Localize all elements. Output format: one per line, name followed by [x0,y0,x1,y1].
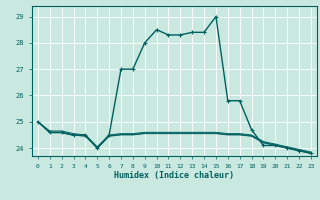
X-axis label: Humidex (Indice chaleur): Humidex (Indice chaleur) [115,171,234,180]
